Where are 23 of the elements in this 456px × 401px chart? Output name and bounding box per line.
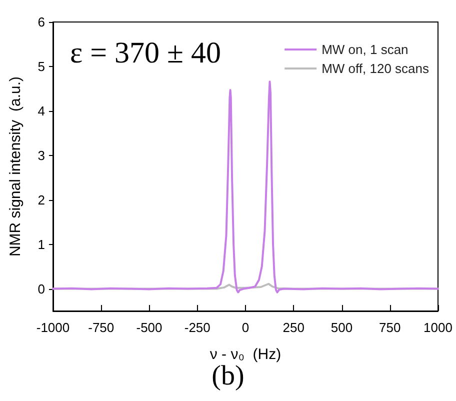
y-axis-title: NMR signal intensity (a.u.)	[7, 76, 24, 257]
x-tick-label: -750	[88, 320, 114, 335]
y-tick-label: 0	[38, 281, 45, 296]
y-tick-label: 4	[38, 103, 45, 118]
y-tick-label: 2	[38, 192, 45, 208]
line-series	[52, 80, 439, 294]
legend-label: MW on, 1 scan	[322, 42, 408, 57]
y-tick-label: 1	[38, 236, 45, 252]
y-tick-label: 5	[38, 58, 45, 74]
annotation: ε = 370 ± 40	[70, 36, 221, 70]
x-axis-title: ν - ν₀ (Hz)	[210, 346, 282, 363]
x-tick-label: 500	[330, 320, 353, 335]
x-tick-label: -250	[184, 320, 210, 335]
y-tick-label: 3	[38, 148, 45, 163]
legend-label: MW off, 120 scans	[322, 61, 430, 76]
x-tick-label: -500	[136, 320, 162, 335]
text: (b)	[212, 360, 244, 392]
x-tick-label: 250	[282, 320, 304, 335]
x-tick-label: 1000	[424, 320, 452, 335]
x-tick-label: 0	[242, 320, 250, 335]
x-tick-label: 750	[379, 320, 401, 335]
y-tick-label: 6	[38, 14, 45, 30]
x-tick-label: -1000	[36, 320, 70, 335]
